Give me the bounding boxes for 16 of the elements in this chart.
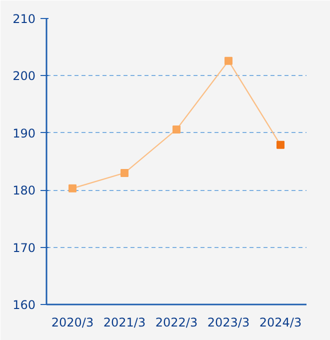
x-tick-label: 2023/3 (207, 316, 250, 330)
point (224, 56, 232, 65)
point (120, 168, 128, 177)
point (172, 125, 180, 134)
y-tick-label: 210 (12, 12, 36, 26)
y-tick-label: 160 (12, 298, 36, 312)
x-tick-label: 2024/3 (259, 316, 302, 330)
x-tick-label: 2022/3 (155, 316, 198, 330)
y-tick-label: 190 (12, 126, 36, 140)
y-tick-label: 170 (12, 240, 36, 255)
point (68, 184, 76, 192)
point (276, 140, 284, 149)
x-tick-label: 2021/3 (103, 316, 146, 330)
x-tick-label: 2020/3 (51, 316, 94, 330)
y-tick-label: 200 (12, 69, 36, 84)
y-tick-label: 180 (12, 184, 36, 198)
